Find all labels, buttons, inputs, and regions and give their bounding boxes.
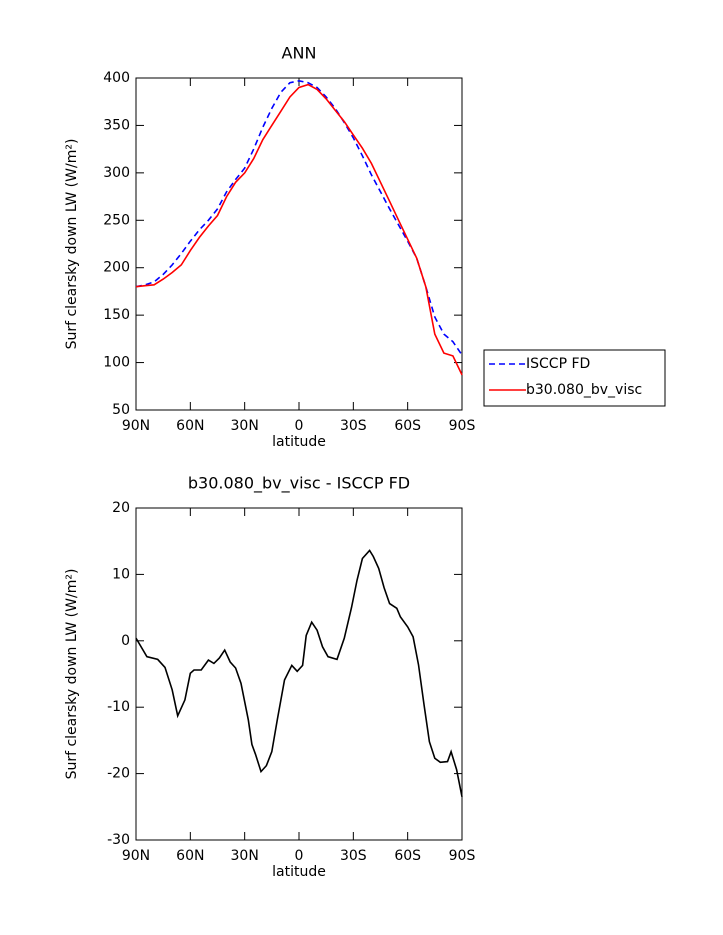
y-tick-label: 0 (121, 633, 130, 649)
y-tick-label: 300 (103, 165, 130, 181)
chart-title: b30.080_bv_visc - ISCCP FD (188, 474, 410, 494)
y-tick-label: 400 (103, 70, 130, 86)
data-line (135, 83, 463, 376)
y-tick-label: 200 (103, 260, 130, 276)
legend-label: ISCCP FD (526, 356, 590, 372)
x-tick-label: 0 (295, 418, 304, 434)
x-tick-label: 30S (340, 418, 367, 434)
data-line (135, 79, 463, 356)
y-tick-label: 20 (112, 500, 130, 516)
x-tick-label: 60N (176, 418, 204, 434)
y-tick-label: 10 (112, 566, 130, 582)
y-axis-label: Surf clearsky down LW (W/m²) (64, 139, 80, 350)
y-tick-label: 150 (103, 307, 130, 323)
x-tick-label: 60N (176, 848, 204, 864)
y-tick-label: 100 (103, 355, 130, 371)
legend-label: b30.080_bv_visc (526, 382, 642, 398)
y-tick-label: 250 (103, 212, 130, 228)
x-tick-label: 30N (231, 418, 259, 434)
chart-title: ANN (282, 44, 317, 63)
x-tick-label: 90S (449, 848, 476, 864)
data-line (135, 549, 463, 797)
x-tick-label: 0 (295, 848, 304, 864)
x-tick-label: 30N (231, 848, 259, 864)
x-tick-label: 60S (394, 418, 421, 434)
x-tick-label: 90N (122, 848, 150, 864)
x-axis-label: latitude (272, 434, 326, 450)
x-tick-label: 30S (340, 848, 367, 864)
y-tick-label: -20 (107, 766, 130, 782)
y-tick-label: -10 (107, 699, 130, 715)
y-tick-label: 350 (103, 117, 130, 133)
y-tick-label: -30 (107, 832, 130, 848)
y-tick-label: 50 (112, 402, 130, 418)
x-tick-label: 90N (122, 418, 150, 434)
x-axis-label: latitude (272, 864, 326, 880)
x-tick-label: 60S (394, 848, 421, 864)
plot-frame (135, 507, 463, 841)
legend-frame (483, 349, 666, 407)
y-axis-label: Surf clearsky down LW (W/m²) (64, 569, 80, 780)
plot-frame (135, 77, 463, 411)
x-tick-label: 90S (449, 418, 476, 434)
